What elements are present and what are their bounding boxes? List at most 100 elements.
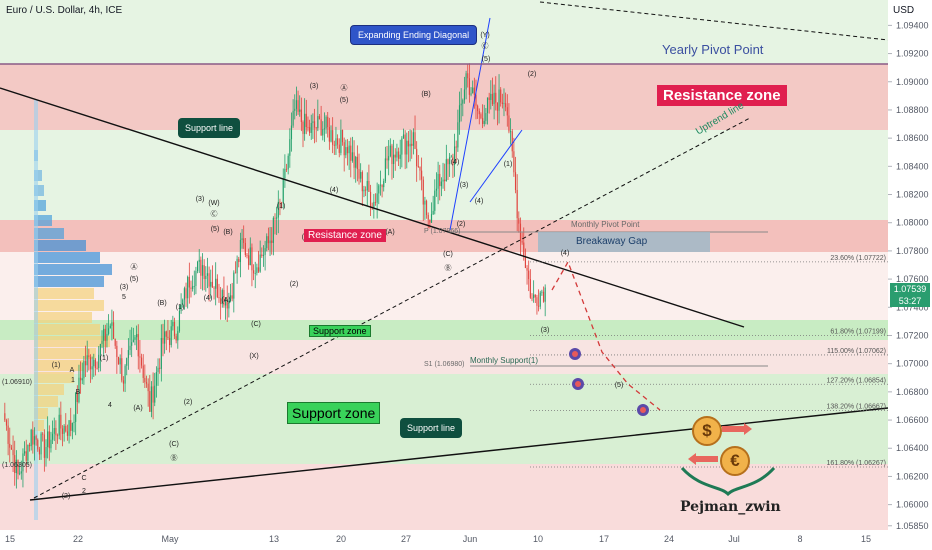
candle-body: [323, 128, 325, 130]
candle-body: [356, 156, 358, 170]
candle-body: [114, 338, 116, 346]
candle-body: [33, 436, 36, 445]
candle-body: [68, 420, 70, 436]
candle-body: [351, 152, 354, 161]
candle-body: [261, 254, 263, 256]
wave-label: (1): [504, 161, 513, 168]
candle-body: [50, 439, 52, 449]
candle-body: [295, 100, 297, 109]
candle-body: [32, 429, 34, 445]
candle-body: [185, 288, 187, 299]
mid-white-band: [0, 252, 888, 322]
candle-body: [4, 413, 6, 421]
s1-label: S1 (1.06980): [424, 361, 465, 368]
candle-body: [226, 299, 228, 309]
candle-body: [457, 122, 459, 148]
candle-body: [229, 295, 232, 301]
candle-body: [510, 131, 512, 133]
candle-body: [159, 367, 161, 369]
dollar-arrow: [722, 426, 744, 432]
x-tick-label-5: 27: [401, 534, 411, 544]
candle-body: [12, 449, 14, 456]
candle-body: [411, 143, 413, 146]
candle-body: [45, 447, 47, 458]
breakaway-gap-box: [538, 232, 710, 252]
wave-label: (5): [130, 276, 139, 283]
candle-body: [213, 287, 215, 289]
candle-body: [534, 294, 536, 298]
wave-label: (5): [482, 56, 491, 63]
candle-body: [450, 156, 452, 158]
wave-label: (5): [211, 226, 220, 233]
wave-label: (Y): [480, 32, 489, 39]
candle-body: [475, 94, 477, 106]
candle-body: [539, 292, 541, 307]
candle-body: [505, 103, 507, 108]
candle-body: [20, 471, 22, 474]
candle-body: [25, 451, 27, 461]
candle-body: [188, 276, 190, 288]
time-axis-ticks: 15 22 May 13 20 27 Jun 10 17 24 Jul 8 15: [5, 534, 871, 544]
candle-body: [195, 271, 197, 286]
candle-body: [427, 215, 429, 220]
support-line-bottom-label: Support line: [400, 418, 463, 438]
candle-body: [238, 258, 240, 263]
candle-body: [439, 173, 441, 187]
volume-bar: [34, 300, 104, 311]
wave-label: (2): [457, 221, 466, 228]
candle-body: [249, 247, 251, 266]
candle-body: [399, 154, 401, 159]
wave-label: (B): [157, 300, 166, 307]
x-tick-label-1: 22: [73, 534, 83, 544]
candle-body: [101, 340, 103, 344]
candle-body: [108, 328, 110, 334]
candle-body: [320, 119, 322, 136]
wave-label: (C): [443, 251, 453, 258]
wave-label: 4: [108, 402, 112, 409]
candle-body: [246, 255, 248, 256]
candle-body: [81, 378, 83, 381]
breakaway-gap-label: Breakaway Gap: [576, 236, 648, 247]
wave-label: B: [76, 389, 81, 396]
candle-body: [463, 89, 466, 101]
candle-body: [136, 334, 138, 338]
y-tick-label-10: 1.07400: [896, 302, 929, 312]
support-zone-small-label: Support zone: [309, 325, 371, 337]
y-tick-label-0: 1.09400: [896, 20, 929, 30]
brand-swoosh: [680, 466, 776, 497]
candle-body: [236, 258, 238, 274]
candle-body: [154, 385, 156, 403]
candle-body: [435, 188, 438, 191]
y-tick-label-9: 1.07600: [896, 274, 929, 284]
candle-body: [91, 366, 93, 370]
candle-body: [162, 338, 164, 344]
wave-label: (2): [184, 399, 193, 406]
wave-label: (3): [541, 327, 550, 334]
candle-body: [513, 151, 515, 173]
candle-body: [394, 154, 396, 158]
candle-body: [528, 270, 530, 280]
candle-body: [274, 217, 276, 219]
candle-body: [511, 131, 513, 152]
volume-bar: [34, 228, 64, 239]
candle-body: [147, 383, 149, 392]
candle-body: [544, 287, 546, 302]
candle-body: [302, 122, 304, 134]
x-tick-label-11: 8: [797, 534, 802, 544]
candle-body: [168, 338, 171, 345]
candle-body: [9, 443, 11, 448]
wave-label: (3): [310, 83, 319, 90]
wave-label: Ⓐ: [131, 263, 138, 271]
candle-body: [89, 357, 92, 370]
wave-label: (B): [223, 229, 232, 236]
candle-body: [444, 179, 446, 182]
candle-body: [401, 138, 403, 155]
candle-body: [345, 147, 347, 156]
candle-body: [309, 127, 311, 133]
candle-body: [208, 273, 210, 287]
candle-body: [310, 122, 312, 133]
candle-body: [434, 190, 436, 211]
candle-body: [480, 114, 482, 119]
candle-body: [402, 134, 405, 139]
